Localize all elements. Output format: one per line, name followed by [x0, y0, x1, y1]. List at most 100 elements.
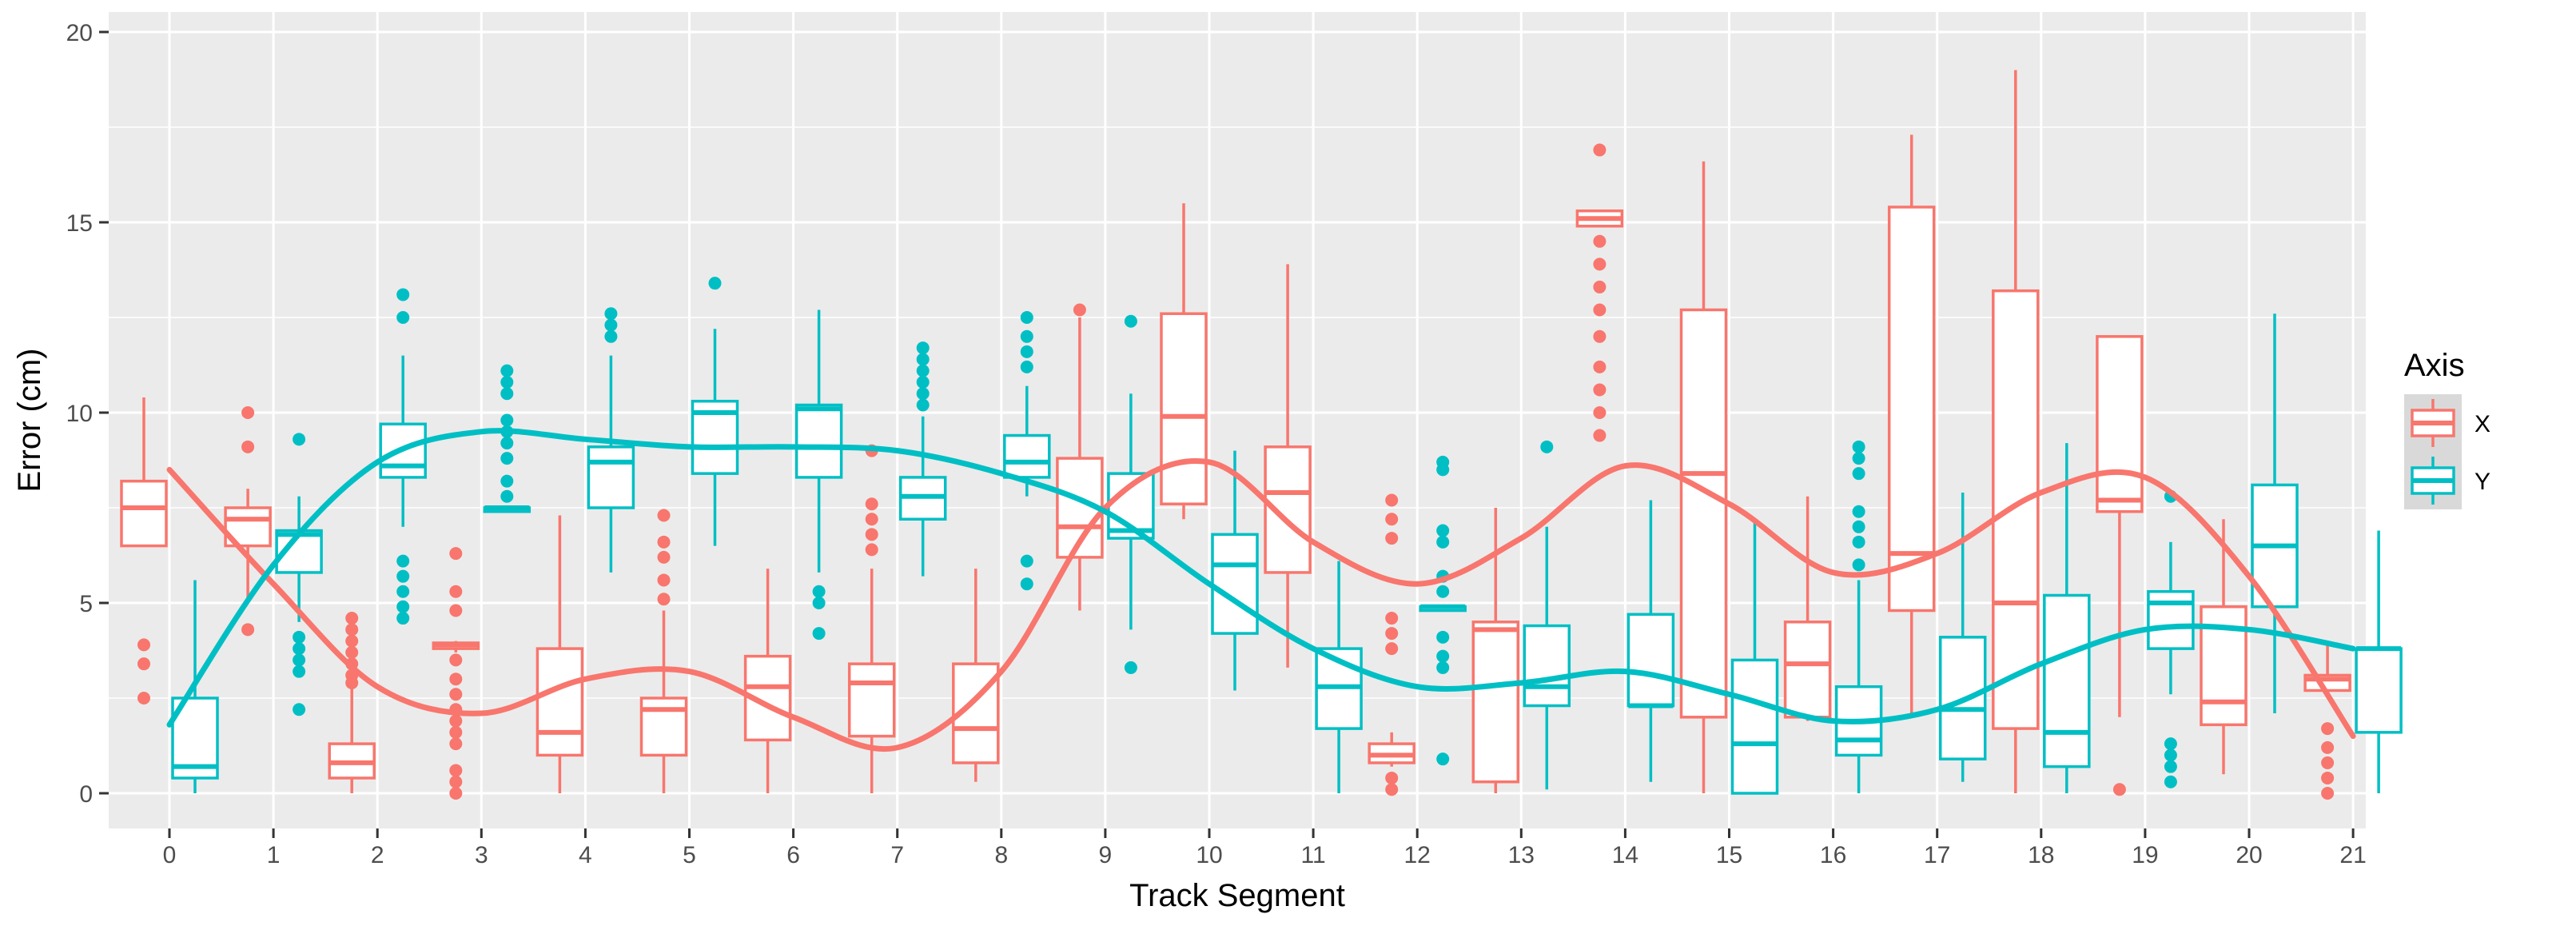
outlier-point — [1385, 493, 1399, 507]
x-tick-label: 13 — [1508, 842, 1535, 868]
outlier-point — [865, 497, 878, 511]
outlier-point — [449, 737, 463, 751]
x-tick-label: 5 — [683, 842, 696, 868]
outlier-point — [1852, 505, 1865, 518]
box-iqr — [587, 445, 635, 509]
outlier-point — [1593, 143, 1607, 157]
outlier-point — [500, 452, 514, 465]
outlier-point — [1852, 452, 1865, 465]
outlier-point — [1124, 661, 1137, 674]
outlier-point — [1385, 627, 1399, 641]
outlier-point — [2321, 787, 2335, 800]
box-y-10 — [1211, 450, 1259, 691]
outlier-point — [1593, 360, 1607, 373]
x-tick-label: 17 — [1924, 842, 1950, 868]
outlier-point — [1852, 467, 1865, 481]
y-tick-label: 15 — [66, 210, 93, 237]
outlier-point — [865, 543, 878, 557]
legend: Axis X Y — [2404, 348, 2490, 509]
box-iqr — [1523, 624, 1571, 708]
outlier-point — [604, 318, 618, 332]
outlier-point — [916, 398, 930, 412]
x-tick-label: 4 — [579, 842, 592, 868]
outlier-point — [1593, 429, 1607, 442]
box-x-21 — [2303, 641, 2351, 800]
outlier-point — [345, 623, 359, 637]
outlier-point — [241, 406, 255, 419]
outlier-point — [1593, 329, 1607, 343]
legend-label: Y — [2474, 469, 2490, 495]
outlier-point — [293, 703, 306, 716]
trend-line-y — [166, 428, 2356, 728]
outlier-point — [396, 569, 410, 583]
outlier-point — [604, 329, 618, 343]
box-x-16 — [1783, 496, 1832, 721]
outlier-point — [1020, 329, 1033, 343]
x-tick-label: 2 — [371, 842, 384, 868]
box-iqr — [847, 662, 896, 738]
x-tick-label: 1 — [267, 842, 281, 868]
x-axis: 0 1 2 3 4 5 6 7 8 9 10 11 12 13 14 15 16 17 18 19 20 21 — [163, 828, 2367, 868]
box-iqr — [1160, 312, 1208, 505]
outlier-point — [396, 600, 410, 613]
outlier-point — [2321, 771, 2335, 784]
outlier-point — [1385, 532, 1399, 545]
outlier-point — [500, 375, 514, 389]
outlier-point — [657, 573, 671, 587]
outlier-point — [865, 513, 878, 526]
x-tick-label: 14 — [1612, 842, 1638, 868]
box-y-18 — [2043, 443, 2091, 793]
box-iqr — [1783, 621, 1832, 719]
outlier-point — [1593, 383, 1607, 397]
outlier-point — [1436, 752, 1450, 766]
outlier-point — [449, 604, 463, 617]
box-iqr — [2096, 335, 2144, 513]
outlier-point — [1385, 783, 1399, 796]
box-iqr — [1887, 206, 1936, 613]
outlier-point — [812, 627, 826, 641]
outlier-point — [293, 653, 306, 667]
box-y-20 — [2251, 313, 2299, 714]
box-x-15 — [1679, 161, 1728, 793]
box-iqr — [639, 697, 688, 757]
outlier-point — [449, 653, 463, 667]
outlier-point — [708, 277, 722, 290]
outlier-point — [293, 630, 306, 644]
outlier-point — [1593, 303, 1607, 317]
outlier-point — [500, 413, 514, 427]
outlier-point — [500, 489, 514, 503]
box-x-0 — [120, 397, 168, 704]
outlier-point — [916, 375, 930, 389]
legend-item-x: X — [2404, 394, 2490, 452]
box-iqr — [743, 654, 792, 742]
box-x-2 — [328, 612, 376, 793]
outlier-point — [916, 387, 930, 401]
box-y-15 — [1730, 519, 1779, 795]
outlier-point — [812, 585, 826, 598]
outlier-point — [2164, 737, 2177, 751]
x-tick-label: 9 — [1099, 842, 1113, 868]
box-x-17 — [1887, 134, 1936, 717]
outlier-point — [865, 528, 878, 541]
y-tick-label: 0 — [79, 781, 93, 808]
x-tick-label: 3 — [475, 842, 488, 868]
outlier-point — [916, 341, 930, 355]
outlier-point — [345, 634, 359, 648]
outlier-point — [396, 585, 410, 598]
grid — [109, 12, 2366, 828]
trend-lines — [166, 428, 2356, 752]
outlier-point — [449, 714, 463, 728]
outlier-point — [293, 642, 306, 656]
outlier-point — [449, 764, 463, 777]
x-tick-label: 18 — [2028, 842, 2054, 868]
box-iqr — [1003, 433, 1051, 479]
outlier-point — [345, 645, 359, 659]
outlier-point — [1124, 314, 1137, 328]
outlier-point — [449, 585, 463, 598]
outlier-point — [1073, 303, 1086, 317]
box-iqr — [1626, 613, 1675, 708]
outlier-point — [1593, 406, 1607, 419]
box-y-2 — [379, 288, 427, 625]
outlier-point — [1385, 771, 1399, 784]
